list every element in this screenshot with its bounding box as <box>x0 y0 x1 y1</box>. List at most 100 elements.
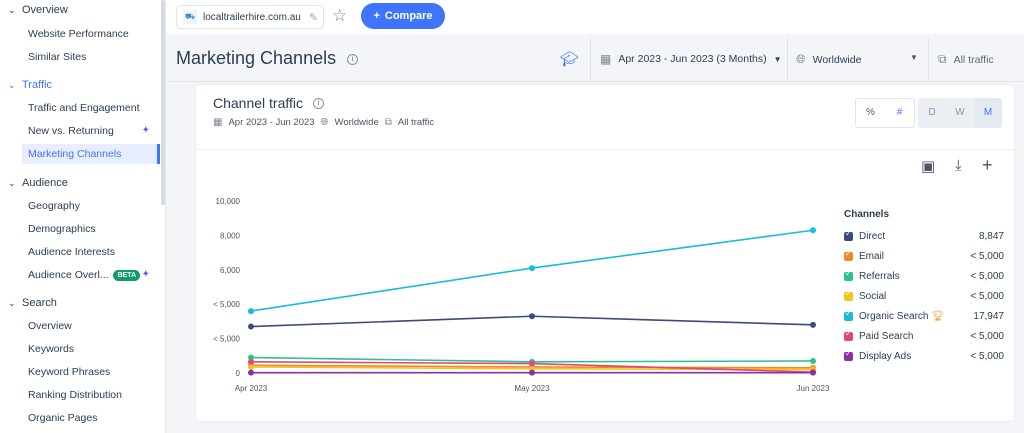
checkbox-icon[interactable] <box>844 289 853 301</box>
date-range-filter[interactable]: ▦ Apr 2023 - Jun 2023 (3 Months) ▼ <box>600 52 782 66</box>
sidebar-item-geography[interactable]: Geography <box>22 196 160 216</box>
sidebar-item-label: Ranking Distribution <box>28 389 122 401</box>
number-toggle[interactable]: # <box>885 99 914 127</box>
y-tick-label: < 5,000 <box>213 335 240 344</box>
sidebar-item-label: Similar Sites <box>28 51 87 63</box>
devices-icon: ⧉ <box>938 52 947 66</box>
sidebar-item-audience-overlap[interactable]: Audience Overl... BETA ✦ <box>22 265 160 285</box>
caret-down-icon: ▼ <box>910 53 918 62</box>
compare-button[interactable]: + Compare <box>361 3 445 29</box>
data-point[interactable] <box>529 265 535 272</box>
sidebar-group-search[interactable]: ⌄ Search <box>8 297 57 309</box>
data-point[interactable] <box>248 369 254 376</box>
sidebar-item-demographics[interactable]: Demographics <box>22 219 160 239</box>
info-icon[interactable]: i <box>347 54 358 65</box>
x-tick-label: May 2023 <box>514 384 550 393</box>
sidebar-item-new-vs-returning[interactable]: New vs. Returning ✦ <box>22 121 160 141</box>
pencil-icon[interactable]: ✎ <box>308 11 319 24</box>
data-point[interactable] <box>529 369 535 376</box>
sidebar-item-label: Geography <box>28 200 80 212</box>
sidebar-item-similar-sites[interactable]: Similar Sites <box>22 47 160 67</box>
data-point[interactable] <box>529 313 535 320</box>
data-point[interactable] <box>810 369 816 376</box>
value-mode-toggle: % # <box>855 98 915 128</box>
trophy-icon: 🏆︎ <box>931 310 945 322</box>
card-subtitle: ▦ Apr 2023 - Jun 2023 🌐︎ Worldwide ⧉ All… <box>213 117 434 128</box>
site-chip[interactable]: ⛟ localtrailerhire.com.au ✎ <box>176 5 324 29</box>
download-icon[interactable]: ⤓ <box>955 157 962 174</box>
info-icon[interactable]: i <box>313 98 324 109</box>
checkbox-icon[interactable] <box>844 329 853 341</box>
sidebar-scrollbar[interactable] <box>161 0 165 205</box>
data-point[interactable] <box>248 363 254 370</box>
legend-item[interactable]: Social < 5,000 <box>844 286 1004 306</box>
data-point[interactable] <box>248 308 254 315</box>
percent-toggle[interactable]: % <box>856 99 885 127</box>
sidebar-item-marketing-channels[interactable]: Marketing Channels <box>22 144 160 164</box>
data-point[interactable] <box>248 323 254 330</box>
legend-label: Social <box>859 290 887 302</box>
plus-icon: + <box>373 10 380 22</box>
granularity-day[interactable]: D <box>918 98 946 128</box>
chevron-down-icon: ⌄ <box>8 177 16 188</box>
traffic-type-filter[interactable]: ⧉ All traffic <box>938 52 994 67</box>
sidebar-item-traffic-and-engagement[interactable]: Traffic and Engagement <box>22 98 160 118</box>
legend-value: 17,947 <box>973 310 1004 322</box>
sidebar-group-label: Traffic <box>22 79 52 91</box>
legend-item[interactable]: Paid Search < 5,000 <box>844 326 1004 346</box>
data-point[interactable] <box>248 358 254 365</box>
legend-item[interactable]: Referrals < 5,000 <box>844 266 1004 286</box>
sidebar-group-overview[interactable]: ⌄ Overview <box>8 4 68 16</box>
granularity-week[interactable]: W <box>946 98 974 128</box>
legend-item[interactable]: Organic Search🏆︎ 17,947 <box>844 306 1004 326</box>
data-point[interactable] <box>529 360 535 367</box>
sidebar-item-organic-pages[interactable]: Organic Pages <box>22 408 160 428</box>
globe-icon: 🌐︎ <box>796 52 806 66</box>
legend-item[interactable]: Display Ads < 5,000 <box>844 346 1004 366</box>
x-tick-label: Apr 2023 <box>235 384 268 393</box>
legend-value: 8,847 <box>978 230 1004 242</box>
legend-item[interactable]: Direct 8,847 <box>844 226 1004 246</box>
sidebar-item-label: Audience Interests <box>28 246 115 258</box>
sidebar-item-keyword-phrases[interactable]: Keyword Phrases <box>22 362 160 382</box>
legend-item[interactable]: Email < 5,000 <box>844 246 1004 266</box>
divider <box>590 38 591 82</box>
sidebar: ⌄ Overview Website Performance Similar S… <box>0 0 166 433</box>
sidebar-group-audience[interactable]: ⌄ Audience <box>8 177 68 189</box>
sidebar-item-ranking-distribution[interactable]: Ranking Distribution <box>22 385 160 405</box>
checkbox-icon[interactable] <box>844 309 853 321</box>
legend-label: Paid Search <box>859 330 914 342</box>
sidebar-item-label: Traffic and Engagement <box>28 102 140 114</box>
checkbox-icon[interactable] <box>844 349 853 361</box>
checkbox-icon[interactable] <box>844 249 853 261</box>
y-tick-label: 10,000 <box>216 197 241 206</box>
y-tick-label: 8,000 <box>220 231 241 240</box>
sidebar-item-website-performance[interactable]: Website Performance <box>22 24 160 44</box>
region-filter[interactable]: 🌐︎ Worldwide <box>796 52 918 67</box>
granularity-month[interactable]: M <box>974 98 1002 128</box>
sparkle-icon: ✦ <box>141 125 150 136</box>
x-tick-label: Jun 2023 <box>797 384 830 393</box>
legend-label: Display Ads <box>859 350 912 362</box>
checkbox-icon[interactable] <box>844 229 853 241</box>
checkbox-icon[interactable] <box>844 269 853 281</box>
chevron-down-icon: ⌄ <box>8 297 16 308</box>
graduation-cap-icon[interactable]: 🎓︎ <box>560 51 580 68</box>
calendar-icon: ▦ <box>213 117 223 128</box>
card-traffic: All traffic <box>397 117 435 128</box>
sidebar-item-label: New vs. Returning <box>28 125 114 137</box>
data-point[interactable] <box>248 354 254 361</box>
sidebar-item-search-overview[interactable]: Overview <box>22 316 160 336</box>
excel-export-icon[interactable]: ▣ <box>921 158 936 175</box>
sidebar-group-traffic[interactable]: ⌄ Traffic <box>8 79 52 91</box>
site-favicon: ⛟ <box>183 10 197 24</box>
data-point[interactable] <box>810 357 816 364</box>
sidebar-item-keywords[interactable]: Keywords <box>22 339 160 359</box>
plus-icon[interactable]: + <box>982 155 993 175</box>
star-icon[interactable]: ☆ <box>332 6 348 25</box>
data-point[interactable] <box>810 321 816 328</box>
sidebar-item-audience-interests[interactable]: Audience Interests <box>22 242 160 262</box>
sidebar-item-label: Organic Pages <box>28 412 98 424</box>
data-point[interactable] <box>810 227 816 234</box>
